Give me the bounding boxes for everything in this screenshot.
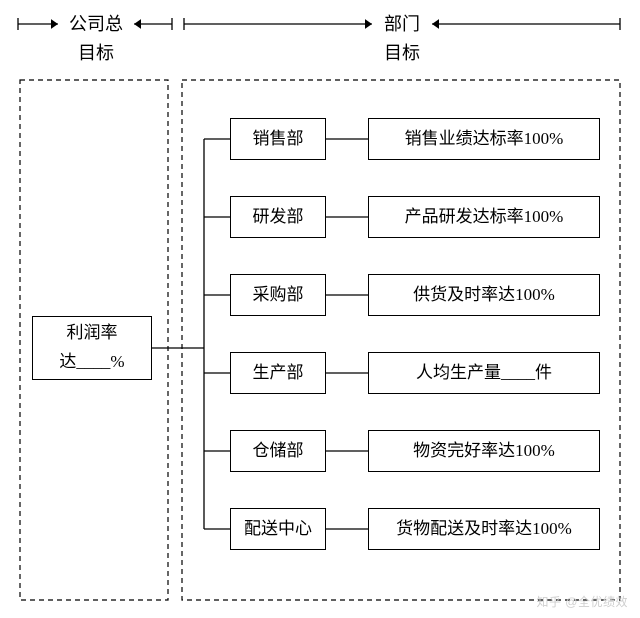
dept-box: 仓储部	[230, 430, 326, 472]
header-dept-goal: 部门目标	[372, 10, 432, 68]
company-goal-box: 利润率达____%	[32, 316, 152, 380]
target-box: 货物配送及时率达100%	[368, 508, 600, 550]
watermark: 知乎 @全优绩效	[536, 593, 628, 610]
dept-box: 配送中心	[230, 508, 326, 550]
target-box: 产品研发达标率100%	[368, 196, 600, 238]
target-box: 销售业绩达标率100%	[368, 118, 600, 160]
target-box: 人均生产量____件	[368, 352, 600, 394]
dept-box: 销售部	[230, 118, 326, 160]
dept-box: 采购部	[230, 274, 326, 316]
dept-box: 生产部	[230, 352, 326, 394]
header-company-goal: 公司总目标	[56, 10, 136, 68]
dept-box: 研发部	[230, 196, 326, 238]
target-box: 供货及时率达100%	[368, 274, 600, 316]
target-box: 物资完好率达100%	[368, 430, 600, 472]
